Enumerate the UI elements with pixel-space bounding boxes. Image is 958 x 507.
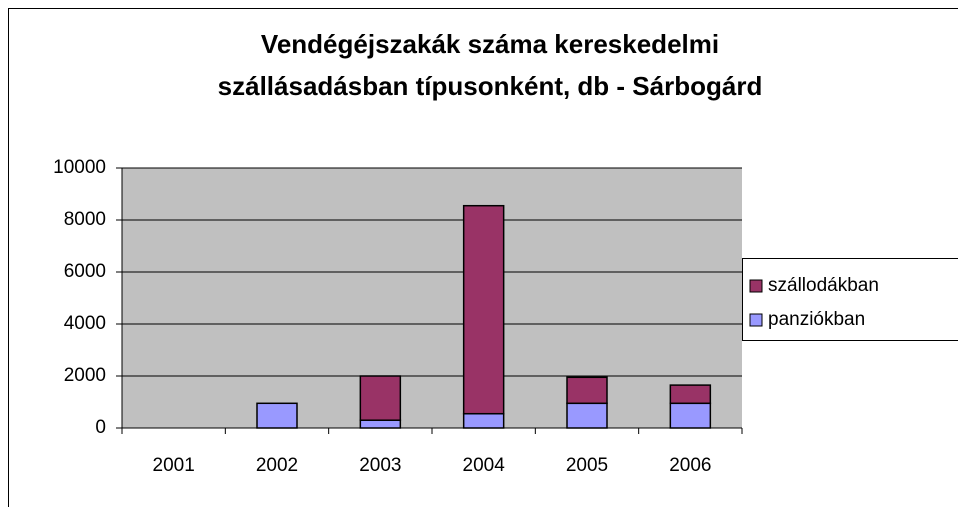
legend-label: panziókban — [768, 309, 865, 330]
bar-segment — [462, 204, 505, 415]
x-tick-label: 2005 — [566, 455, 608, 476]
x-tick-label: 2004 — [463, 455, 506, 476]
y-tick-label: 10000 — [53, 157, 106, 178]
bar-segment — [256, 402, 298, 429]
x-tick-label: 2003 — [359, 455, 401, 476]
bar-segment — [359, 419, 402, 429]
chart-title: Vendégéjszakák száma kereskedelmi — [261, 29, 719, 59]
bar-segment — [462, 412, 505, 429]
bar-segment — [566, 402, 608, 429]
y-tick-label: 6000 — [64, 261, 106, 282]
bar-segment — [359, 375, 402, 421]
x-tick-label: 2006 — [669, 455, 711, 476]
y-tick-label: 8000 — [64, 209, 106, 230]
bar-segment — [669, 384, 712, 405]
y-tick-label: 0 — [95, 417, 106, 438]
plot-area — [122, 168, 742, 428]
x-tick-label: 2002 — [256, 455, 298, 476]
legend-swatch — [749, 313, 763, 327]
x-tick-label: 2001 — [153, 455, 195, 476]
y-tick-label: 4000 — [64, 313, 106, 334]
chart-title: szállásadásban típusonként, db - Sárbogá… — [218, 71, 763, 101]
legend — [742, 258, 958, 341]
legend-label: szállodákban — [768, 275, 879, 296]
bar-segment — [566, 376, 608, 405]
bar-segment — [669, 402, 712, 429]
y-tick-label: 2000 — [64, 365, 106, 386]
legend-swatch — [749, 279, 763, 293]
